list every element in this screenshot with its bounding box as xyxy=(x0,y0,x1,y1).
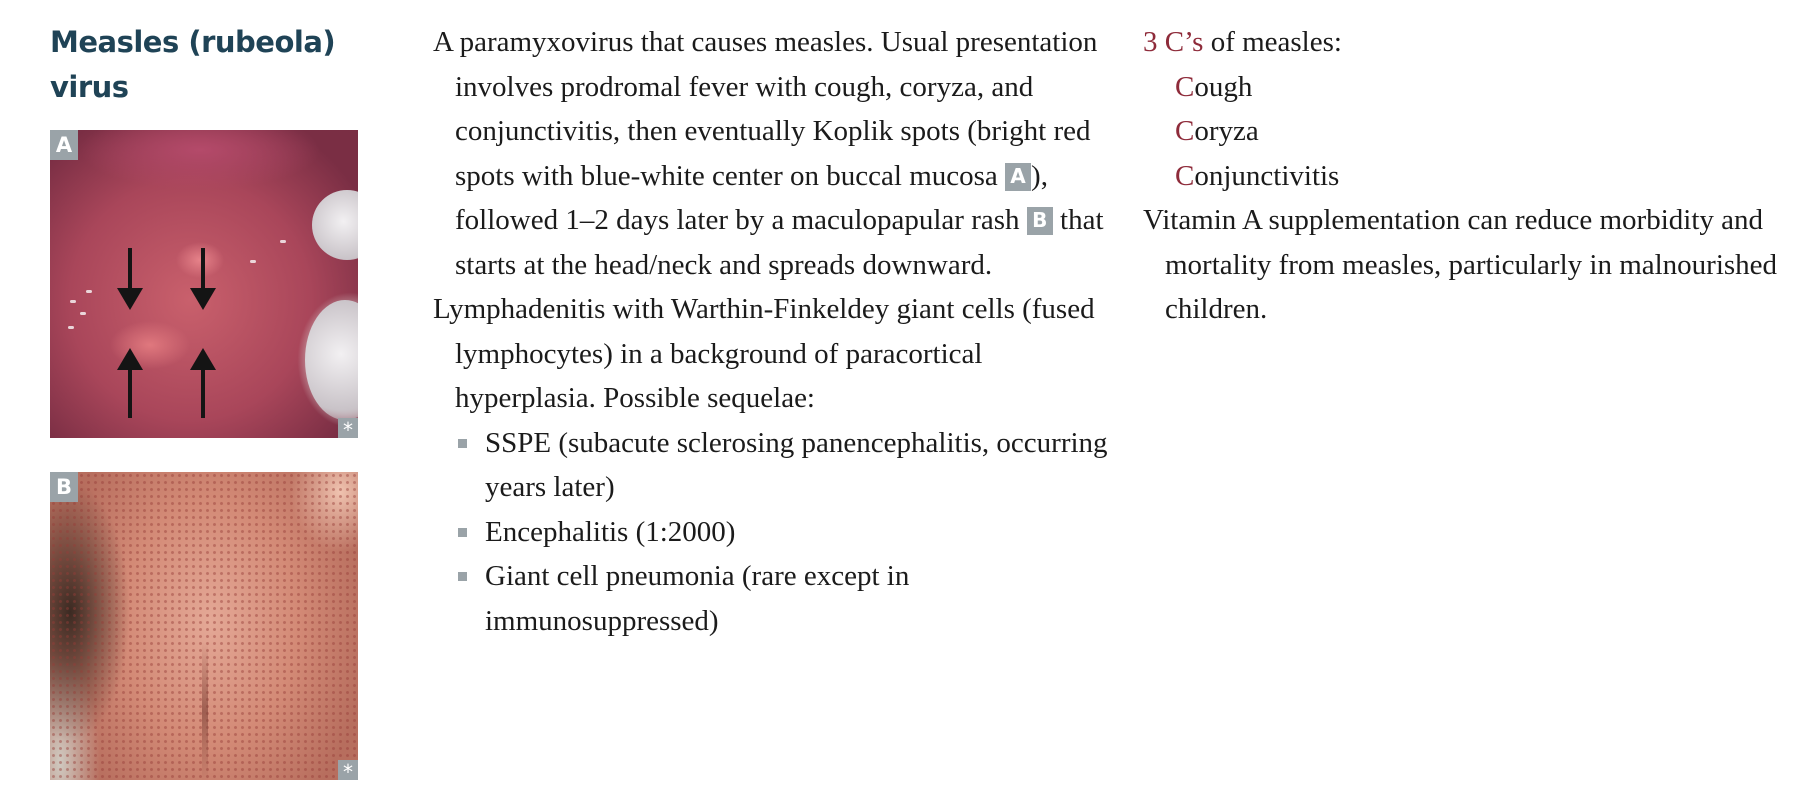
list-item: Encephalitis (1:2000) xyxy=(458,510,1113,555)
list-item: SSPE (subacute sclerosing panencephaliti… xyxy=(458,421,1113,510)
sequelae-list: SSPE (subacute sclerosing panencephaliti… xyxy=(433,421,1113,644)
mnemonic-heading-rest: of measles: xyxy=(1203,26,1342,58)
speck xyxy=(280,240,286,243)
presentation-text-2: ), followed 1–2 days later by a maculopa… xyxy=(455,159,1048,237)
figure-b-rash-photo: B * xyxy=(50,472,358,780)
arrow-down-icon xyxy=(117,248,143,310)
title-line-2: virus xyxy=(50,70,129,104)
description-column: A paramyxovirus that causes measles. Usu… xyxy=(433,20,1113,643)
lymphadenitis-paragraph: Lymphadenitis with Warthin-Finkeldey gia… xyxy=(433,293,1095,414)
mnemonic-heading: 3 C’s of measles: xyxy=(1143,20,1783,65)
presentation-text-1: A paramyxovirus that causes measles. Usu… xyxy=(433,26,1098,192)
c-rest: onjunctivitis xyxy=(1194,159,1340,192)
figure-a-reference: A xyxy=(1005,162,1032,191)
c-initial: C xyxy=(1175,159,1195,192)
tooth-shape xyxy=(312,190,358,260)
asterisk-icon: * xyxy=(338,760,358,780)
title-line-1: Measles (rubeola) xyxy=(50,25,336,59)
speck xyxy=(86,290,92,293)
c-initial: C xyxy=(1175,115,1195,147)
figure-a-koplik-spots-photo: A * xyxy=(50,130,358,438)
speck xyxy=(70,300,76,303)
speck xyxy=(80,312,86,315)
c-rest: oryza xyxy=(1194,115,1259,147)
figure-b-label: B xyxy=(50,472,78,502)
mnemonic-heading-accent: 3 C’s xyxy=(1143,26,1204,58)
asterisk-icon: * xyxy=(338,418,358,438)
arrow-up-icon xyxy=(190,348,216,418)
figure-b-reference: B xyxy=(1026,207,1053,235)
speck xyxy=(250,260,256,263)
vitamin-a-paragraph: Vitamin A supplementation can reduce mor… xyxy=(1143,204,1778,325)
c-list: Cough Coryza Conjunctivitis xyxy=(1143,65,1783,199)
list-item: Cough xyxy=(1175,65,1783,110)
list-item: Giant cell pneumonia (rare except in imm… xyxy=(458,554,1113,643)
list-item: Coryza xyxy=(1175,109,1783,154)
mnemonic-column: 3 C’s of measles: Cough Coryza Conjuncti… xyxy=(1143,20,1783,332)
list-item: Conjunctivitis xyxy=(1175,154,1783,199)
presentation-paragraph: A paramyxovirus that causes measles. Usu… xyxy=(433,20,1113,287)
c-initial: C xyxy=(1175,70,1195,103)
page-title: Measles (rubeola) virus xyxy=(50,20,380,110)
arrow-up-icon xyxy=(117,348,143,418)
presentation-text-3: that starts at the head/neck and spreads… xyxy=(455,204,1104,281)
speck xyxy=(68,326,74,329)
arrow-down-icon xyxy=(190,248,216,310)
tooth-shape xyxy=(305,300,358,420)
body-contour xyxy=(202,642,208,780)
figure-a-label: A xyxy=(50,130,78,160)
c-rest: ough xyxy=(1194,70,1253,103)
